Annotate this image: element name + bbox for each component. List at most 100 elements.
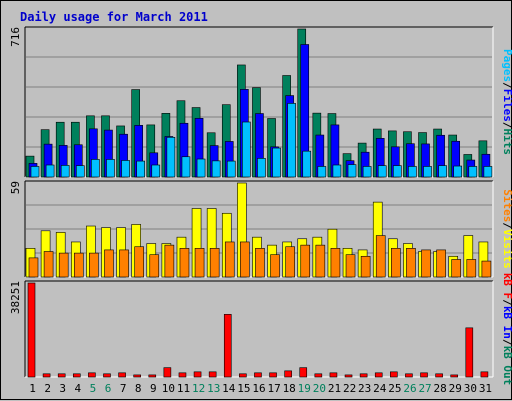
x-tick-day-12: 12 [192,382,205,395]
bar-sites-day-30 [466,259,477,278]
bar-pages-day-15 [242,121,251,178]
x-tick-day-6: 6 [105,382,112,395]
bar-pages-day-22 [347,164,357,178]
y-max-label-3: 38251 [9,281,22,314]
x-tick-day-24: 24 [373,382,387,395]
bar-sites-day-8 [134,246,144,278]
x-tick-day-7: 7 [120,382,127,395]
bar-sites-day-6 [104,249,114,278]
x-tick-day-22: 22 [343,382,356,395]
panel-visits-sites: 59 Sites/Visits [9,180,512,278]
bar-pages-day-4 [75,165,85,178]
bar-kbytes-day-24 [374,372,383,378]
x-tick-day-3: 3 [59,382,66,395]
bar-pages-day-18 [287,103,296,178]
bar-kbytes-day-13 [208,371,217,378]
chart-title: Daily usage for March 2011 [20,10,208,24]
bar-kbytes-day-14 [223,314,232,378]
bar-pages-day-27 [423,166,432,178]
bar-kbytes-day-29 [450,374,459,378]
bar-sites-day-4 [73,252,84,278]
x-tick-day-4: 4 [75,382,82,395]
bar-pages-day-29 [453,165,463,178]
bar-pages-day-10 [166,137,176,178]
x-tick-day-27: 27 [418,382,431,395]
bar-sites-day-14 [224,241,235,278]
bar-sites-day-21 [330,248,341,278]
bar-sites-day-16 [255,248,265,278]
bar-pages-day-16 [257,158,266,178]
bar-kbytes-day-19 [299,367,308,378]
bar-kbytes-day-30 [465,327,474,378]
bar-sites-day-17 [270,254,280,278]
x-tick-day-8: 8 [135,382,142,395]
bar-kbytes-day-1 [27,282,36,378]
x-tick-day-29: 29 [449,382,462,395]
legend-entry-hits: Hits [501,129,512,156]
bar-kbytes-day-16 [254,372,262,378]
bar-pages-day-6 [106,159,115,178]
x-tick-day-20: 20 [313,382,326,395]
bar-pages-day-13 [211,160,221,178]
bar-sites-day-7 [119,249,129,278]
bar-pages-day-26 [408,166,417,178]
bar-pages-day-12 [196,158,206,178]
legend-3: kB F/kB In/kB Out [501,273,512,386]
bar-sites-day-28 [436,249,446,278]
bar-sites-day-26 [406,248,416,278]
x-tick-day-2: 2 [44,382,51,395]
bar-pages-day-11 [181,156,191,178]
bar-kbytes-day-25 [390,371,398,378]
legend-separator: / [501,299,512,306]
bar-pages-day-1 [30,166,40,178]
bar-sites-day-15 [240,241,250,278]
x-tick-day-30: 30 [464,382,477,395]
bar-pages-day-23 [362,166,372,178]
bar-kbytes-day-2 [42,373,51,378]
legend-entry-visits: Visits [501,229,512,269]
bar-pages-day-20 [317,166,327,178]
bar-kbytes-day-18 [284,370,292,378]
bar-pages-day-7 [121,160,130,178]
x-tick-day-18: 18 [283,382,296,395]
bar-sites-day-13 [209,248,220,278]
bar-pages-day-25 [393,165,402,178]
bar-kbytes-day-9 [148,374,157,378]
bar-pages-day-24 [377,165,387,178]
bar-kbytes-day-6 [103,373,111,378]
bar-pages-day-17 [272,147,281,178]
legend-separator: / [501,82,512,89]
legend-entry-files: Files [501,89,512,122]
x-tick-day-16: 16 [252,382,265,395]
x-tick-day-1: 1 [29,382,36,395]
bar-sites-day-12 [194,248,205,278]
bar-pages-day-8 [136,160,145,178]
bar-kbytes-day-10 [163,367,172,378]
x-tick-day-21: 21 [328,382,341,395]
bar-kbytes-day-17 [269,372,277,378]
bar-sites-day-9 [149,254,160,278]
x-tick-day-14: 14 [222,382,236,395]
bar-sites-day-20 [315,244,326,278]
chart-panels: 716Pages/Files/Hits59Sites/Visits38251kB… [9,26,512,386]
bar-kbytes-day-21 [329,372,338,378]
bar-sites-day-24 [375,235,386,278]
bar-pages-day-2 [45,164,55,178]
bar-sites-day-27 [421,249,431,278]
legend-entry-sites: Sites [501,189,512,222]
bar-kbytes-day-22 [344,374,353,378]
x-tick-day-13: 13 [207,382,220,395]
x-tick-day-28: 28 [434,382,447,395]
bar-sites-day-22 [345,254,356,278]
x-tick-day-26: 26 [403,382,416,395]
x-tick-day-5: 5 [90,382,97,395]
bar-pages-day-5 [91,159,100,178]
panel-3-background [25,281,493,377]
legend-1: Pages/Files/Hits [501,49,512,155]
x-tick-day-10: 10 [162,382,175,395]
x-tick-day-19: 19 [298,382,311,395]
bar-sites-day-5 [89,252,99,278]
bar-pages-day-19 [302,150,312,178]
